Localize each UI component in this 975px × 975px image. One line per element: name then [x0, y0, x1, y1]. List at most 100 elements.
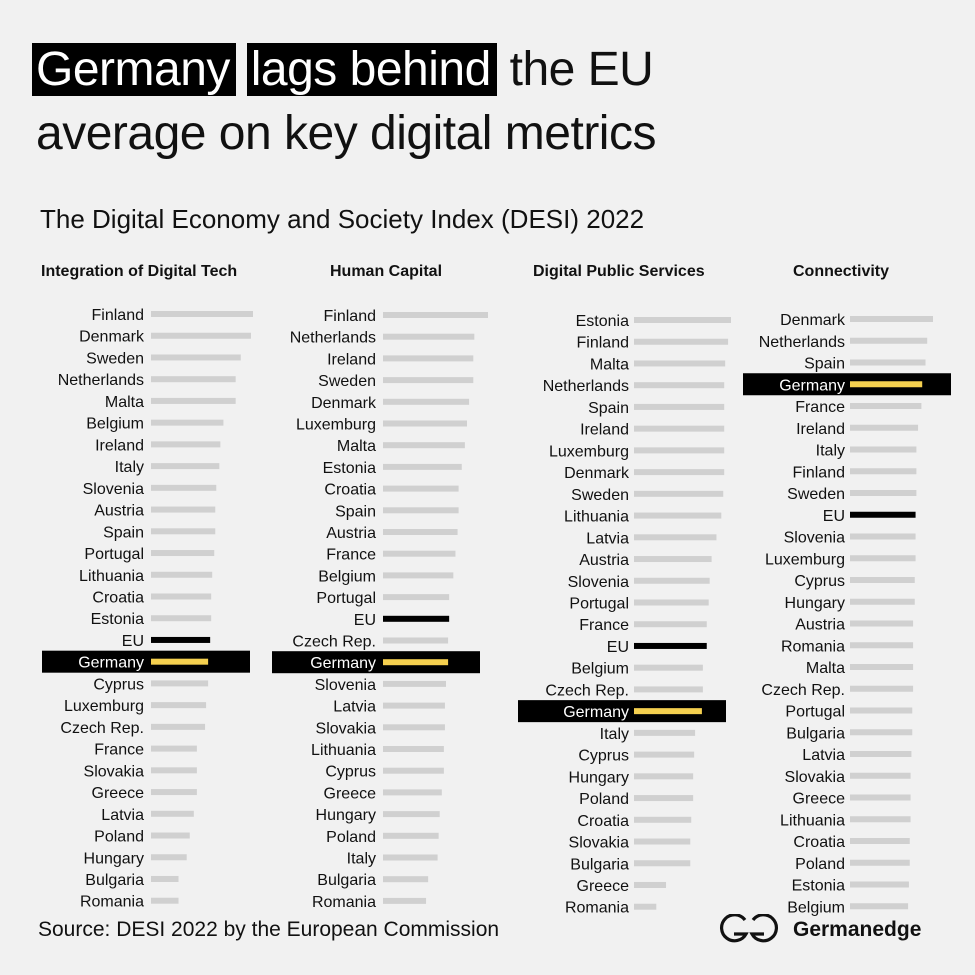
label-digital-public-services-croatia: Croatia	[577, 813, 629, 830]
bar-human-capital-cyprus	[383, 767, 444, 774]
label-connectivity-malta: Malta	[806, 660, 845, 677]
panel-title-human-capital: Human Capital	[330, 263, 442, 280]
label-connectivity-latvia: Latvia	[802, 747, 845, 764]
bar-digital-public-services-belgium	[634, 664, 703, 671]
bar-integration-of-digital-tech-bulgaria	[151, 875, 179, 882]
label-human-capital-slovenia: Slovenia	[315, 677, 376, 694]
label-human-capital-estonia: Estonia	[323, 460, 376, 477]
bar-digital-public-services-croatia	[634, 816, 692, 823]
bar-integration-of-digital-tech-malta	[151, 397, 236, 404]
bar-connectivity-romania	[850, 642, 914, 649]
bar-integration-of-digital-tech-romania	[151, 897, 179, 904]
bar-connectivity-malta	[850, 664, 914, 670]
label-connectivity-denmark: Denmark	[780, 312, 846, 329]
bar-connectivity-greece	[850, 794, 911, 801]
label-digital-public-services-sweden: Sweden	[571, 487, 629, 504]
label-human-capital-poland: Poland	[326, 829, 376, 846]
label-human-capital-belgium: Belgium	[318, 568, 376, 585]
label-integration-of-digital-tech-eu: EU	[122, 633, 144, 650]
label-integration-of-digital-tech-finland: Finland	[92, 307, 144, 324]
bar-human-capital-eu	[383, 615, 450, 622]
headline-highlight-germany: Germany	[32, 43, 236, 96]
bar-connectivity-poland	[850, 859, 910, 866]
label-connectivity-sweden: Sweden	[787, 486, 845, 503]
bar-integration-of-digital-tech-lithuania	[151, 571, 213, 578]
bar-connectivity-denmark	[850, 316, 933, 322]
bar-human-capital-italy	[383, 854, 438, 861]
bar-connectivity-portugal	[850, 707, 913, 714]
label-integration-of-digital-tech-germany: Germany	[78, 655, 144, 672]
label-integration-of-digital-tech-greece: Greece	[92, 785, 145, 802]
bar-connectivity-netherlands	[850, 337, 928, 344]
label-integration-of-digital-tech-denmark: Denmark	[79, 329, 145, 346]
bar-digital-public-services-france	[634, 621, 707, 628]
label-human-capital-malta: Malta	[337, 438, 376, 455]
bar-human-capital-croatia	[383, 485, 459, 492]
label-connectivity-slovakia: Slovakia	[785, 769, 846, 786]
label-integration-of-digital-tech-lithuania: Lithuania	[79, 568, 144, 585]
bar-digital-public-services-malta	[634, 360, 726, 367]
bar-human-capital-spain	[383, 507, 459, 514]
label-digital-public-services-austria: Austria	[579, 552, 629, 569]
bar-integration-of-digital-tech-greece	[151, 789, 197, 796]
bar-integration-of-digital-tech-portugal	[151, 550, 215, 557]
label-digital-public-services-malta: Malta	[590, 356, 629, 373]
bar-connectivity-belgium	[850, 903, 909, 910]
bar-human-capital-malta	[383, 442, 465, 449]
label-human-capital-latvia: Latvia	[333, 699, 376, 716]
label-connectivity-portugal: Portugal	[785, 704, 845, 721]
bar-integration-of-digital-tech-cyprus	[151, 680, 209, 687]
bar-human-capital-czech-rep-	[383, 637, 449, 644]
label-human-capital-croatia: Croatia	[324, 482, 376, 499]
bar-human-capital-france	[383, 550, 456, 557]
bar-integration-of-digital-tech-denmark	[151, 332, 251, 339]
label-digital-public-services-belgium: Belgium	[571, 661, 629, 678]
label-human-capital-cyprus: Cyprus	[325, 764, 376, 781]
label-human-capital-luxemburg: Luxemburg	[296, 417, 376, 434]
bar-human-capital-denmark	[383, 398, 470, 405]
label-connectivity-estonia: Estonia	[792, 878, 845, 895]
bar-digital-public-services-czech-rep-	[634, 686, 703, 693]
label-connectivity-belgium: Belgium	[787, 899, 845, 916]
bar-human-capital-latvia	[383, 702, 445, 709]
label-connectivity-cyprus: Cyprus	[794, 573, 845, 590]
bar-integration-of-digital-tech-slovakia	[151, 767, 197, 774]
bar-human-capital-slovakia	[383, 724, 445, 731]
label-digital-public-services-netherlands: Netherlands	[543, 378, 629, 395]
bar-human-capital-lithuania	[383, 746, 444, 752]
label-human-capital-czech-rep-: Czech Rep.	[292, 634, 376, 651]
bar-connectivity-cyprus	[850, 577, 915, 583]
bar-digital-public-services-lithuania	[634, 512, 722, 519]
panel-title-connectivity: Connectivity	[793, 263, 889, 280]
bar-integration-of-digital-tech-sweden	[151, 354, 241, 361]
label-digital-public-services-czech-rep-: Czech Rep.	[545, 682, 629, 699]
chart-subtitle: The Digital Economy and Society Index (D…	[40, 204, 645, 234]
bar-integration-of-digital-tech-czech-rep-	[151, 723, 206, 730]
bar-human-capital-portugal	[383, 594, 450, 601]
label-connectivity-poland: Poland	[795, 856, 845, 873]
label-connectivity-austria: Austria	[795, 617, 845, 634]
source-note: Source: DESI 2022 by the European Commis…	[38, 918, 500, 941]
label-integration-of-digital-tech-ireland: Ireland	[95, 437, 144, 454]
bar-integration-of-digital-tech-estonia	[151, 615, 212, 622]
label-digital-public-services-denmark: Denmark	[564, 465, 630, 482]
label-digital-public-services-estonia: Estonia	[576, 313, 629, 330]
brand: Germanedge	[717, 914, 921, 946]
label-connectivity-eu: EU	[823, 508, 845, 525]
label-connectivity-netherlands: Netherlands	[759, 334, 845, 351]
label-integration-of-digital-tech-spain: Spain	[103, 524, 144, 541]
label-human-capital-italy: Italy	[347, 851, 376, 868]
bar-digital-public-services-slovakia	[634, 838, 691, 845]
label-human-capital-austria: Austria	[326, 525, 376, 542]
label-human-capital-france: France	[326, 547, 376, 564]
bar-human-capital-bulgaria	[383, 876, 429, 883]
bar-digital-public-services-ireland	[634, 425, 725, 432]
bar-integration-of-digital-tech-spain	[151, 528, 216, 535]
bar-integration-of-digital-tech-croatia	[151, 593, 212, 600]
bar-integration-of-digital-tech-france	[151, 745, 197, 752]
label-integration-of-digital-tech-italy: Italy	[115, 459, 144, 476]
label-integration-of-digital-tech-netherlands: Netherlands	[58, 372, 144, 389]
bar-connectivity-croatia	[850, 838, 910, 844]
bar-integration-of-digital-tech-luxemburg	[151, 702, 207, 709]
